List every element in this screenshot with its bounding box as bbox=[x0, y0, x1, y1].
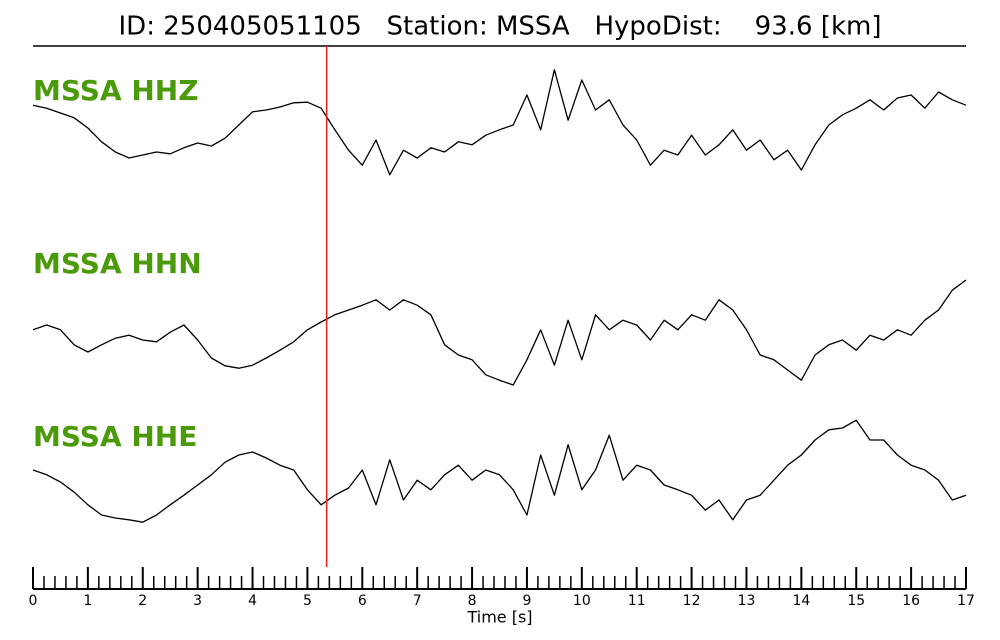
x-tick-label: 11 bbox=[628, 593, 646, 609]
x-tick-label: 0 bbox=[29, 593, 38, 609]
trace-label: MSSA HHZ bbox=[33, 74, 199, 107]
x-tick-label: 7 bbox=[413, 593, 422, 609]
x-tick-label: 16 bbox=[902, 593, 920, 609]
x-tick-label: 17 bbox=[957, 593, 975, 609]
trace bbox=[32, 69, 967, 176]
chart-title: ID: 250405051105 Station: MSSA HypoDist:… bbox=[119, 12, 882, 42]
x-tick-label: 6 bbox=[358, 593, 367, 609]
trace-label: MSSA HHN bbox=[33, 247, 202, 280]
x-tick-label: 14 bbox=[792, 593, 810, 609]
x-tick-label: 12 bbox=[683, 593, 701, 609]
trace-label: MSSA HHE bbox=[33, 420, 197, 453]
trace bbox=[32, 279, 967, 386]
x-tick-label: 1 bbox=[83, 593, 92, 609]
x-tick-label: 10 bbox=[573, 593, 591, 609]
x-tick-label: 15 bbox=[847, 593, 865, 609]
x-tick-label: 13 bbox=[738, 593, 756, 609]
x-tick-label: 5 bbox=[303, 593, 312, 609]
x-tick-label: 8 bbox=[468, 593, 477, 609]
x-tick-label: 9 bbox=[522, 593, 531, 609]
x-tick-label: 3 bbox=[193, 593, 202, 609]
trace bbox=[32, 419, 967, 523]
x-tick-label: 2 bbox=[138, 593, 147, 609]
x-axis-label: Time [s] bbox=[466, 608, 532, 627]
x-tick-label: 4 bbox=[248, 593, 257, 609]
